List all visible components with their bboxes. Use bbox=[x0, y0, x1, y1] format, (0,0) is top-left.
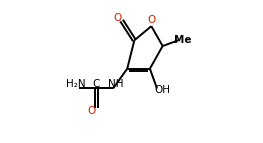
Text: O: O bbox=[147, 15, 155, 25]
Text: NH: NH bbox=[108, 79, 124, 89]
Text: H₂N: H₂N bbox=[66, 79, 85, 89]
Text: C: C bbox=[92, 79, 100, 89]
Text: O: O bbox=[88, 106, 96, 116]
Text: Me: Me bbox=[174, 35, 191, 45]
Text: OH: OH bbox=[155, 85, 171, 95]
Text: O: O bbox=[113, 13, 122, 23]
